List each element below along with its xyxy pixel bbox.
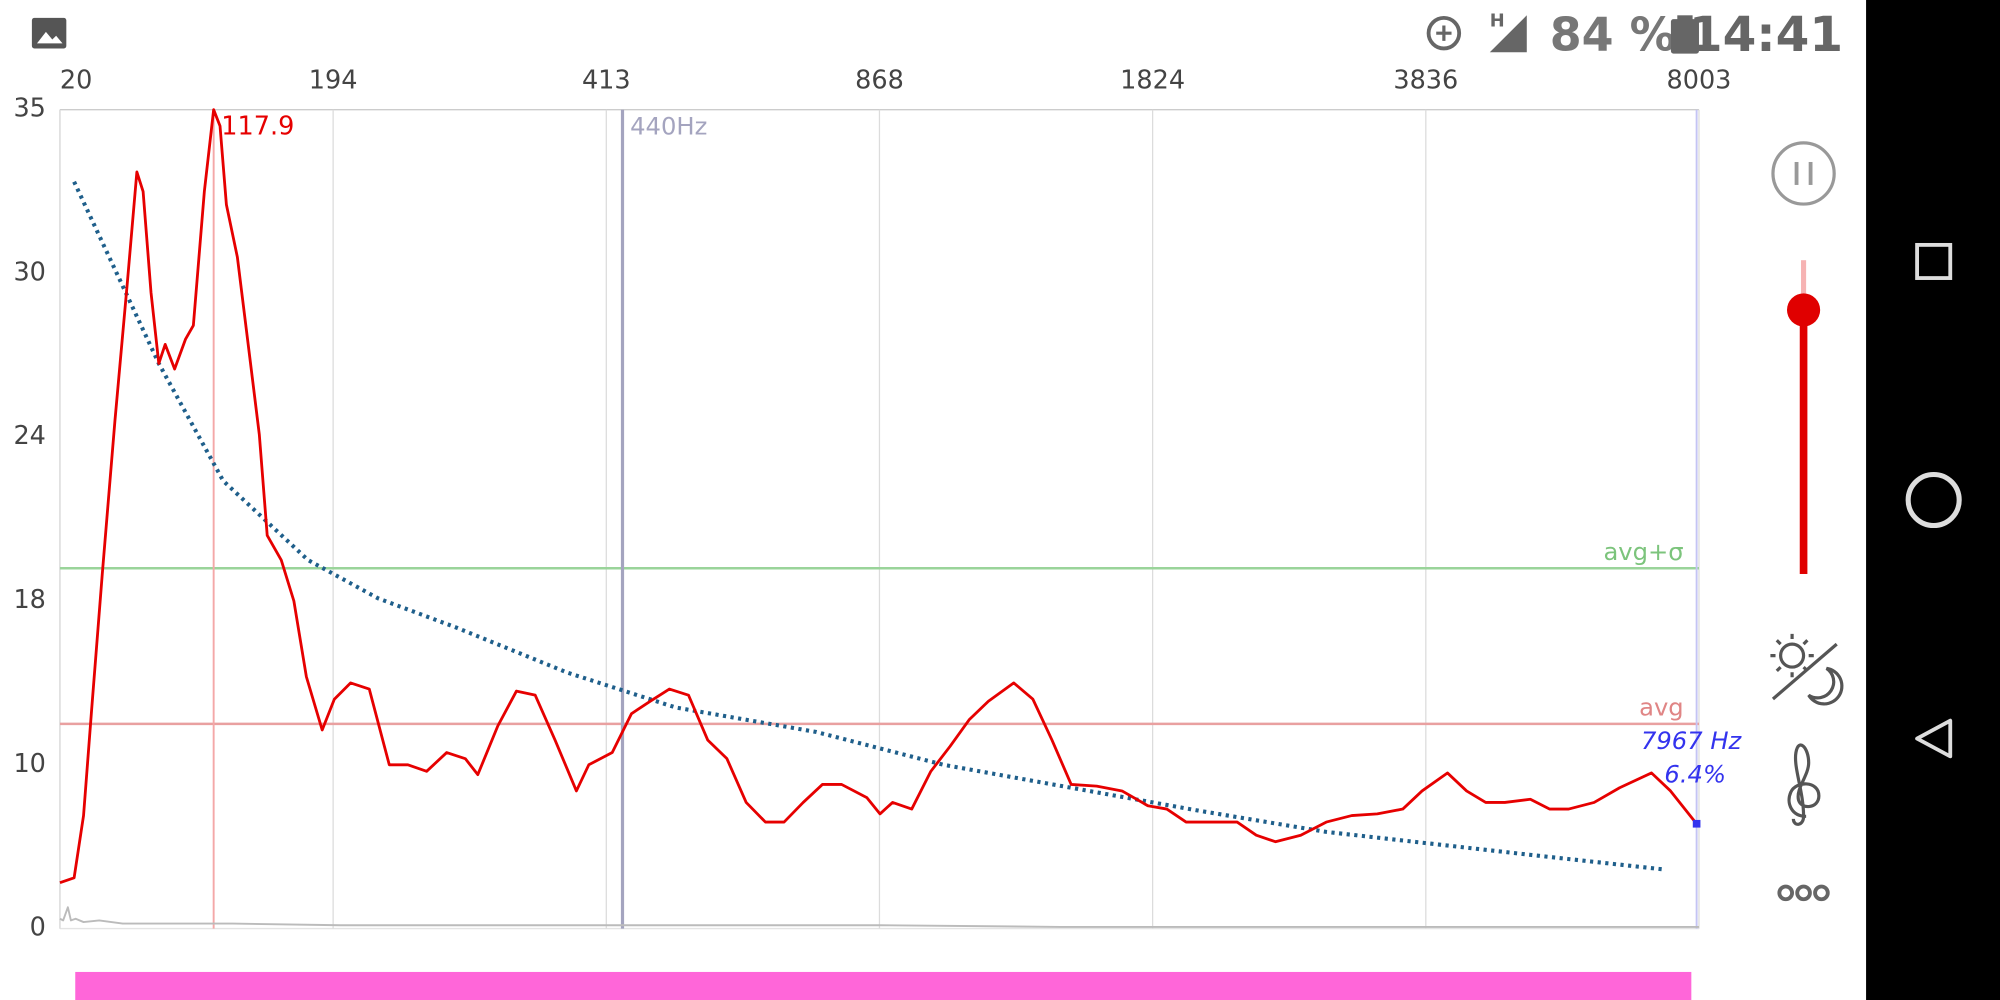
note-button[interactable] — [1787, 743, 1821, 826]
y-tick-label: 0 — [30, 913, 46, 943]
day-night-toggle[interactable] — [1770, 633, 1844, 706]
clock: 14:41 — [1689, 7, 1843, 63]
spectrum-chart: 20 194 413 868 1824 3836 800301018243035avg+σa… — [13, 66, 1742, 943]
nav-bar — [1866, 0, 2000, 1000]
home-button[interactable] — [1905, 471, 1962, 529]
x-tick-label: 20 — [60, 66, 92, 96]
cursor-level: 6.4% — [1664, 760, 1726, 788]
x-tick-label: 194 — [309, 66, 358, 96]
cursor-point — [1692, 819, 1701, 828]
reference-label: avg+σ — [1603, 538, 1683, 566]
battery-percent: 84 % — [1550, 8, 1676, 62]
pause-button[interactable] — [1771, 141, 1836, 206]
cursor-frequency: 7967 Hz — [1641, 727, 1743, 755]
gain-slider[interactable] — [1786, 260, 1821, 574]
x-tick-label: 3836 — [1393, 66, 1458, 96]
x-tick-label: 413 — [582, 66, 631, 96]
y-tick-label: 24 — [13, 421, 45, 451]
y-tick-label: 18 — [13, 585, 45, 615]
recents-button[interactable] — [1915, 242, 1953, 280]
battery-icon — [1670, 15, 1699, 54]
noise-line — [59, 906, 1699, 928]
x-tick-label: 1824 — [1120, 66, 1185, 96]
back-button[interactable] — [1915, 718, 1953, 759]
data-saver-icon — [1426, 15, 1462, 51]
reference-label: avg — [1639, 694, 1684, 722]
y-tick-label: 10 — [13, 749, 45, 779]
network-type: H — [1490, 11, 1505, 32]
y-tick-label: 35 — [13, 94, 45, 124]
signal-icon — [1489, 15, 1527, 53]
level-bar — [75, 971, 1692, 1000]
x-tick-label: 868 — [855, 66, 904, 96]
more-button[interactable] — [1777, 884, 1830, 902]
y-tick-label: 30 — [13, 257, 45, 287]
pitch-marker-label: 440Hz — [630, 113, 707, 141]
spectrum-line — [59, 108, 1698, 884]
gallery-icon — [31, 17, 67, 49]
peak-label: 117.9 — [221, 112, 294, 142]
x-tick-label: 8003 — [1667, 66, 1732, 96]
